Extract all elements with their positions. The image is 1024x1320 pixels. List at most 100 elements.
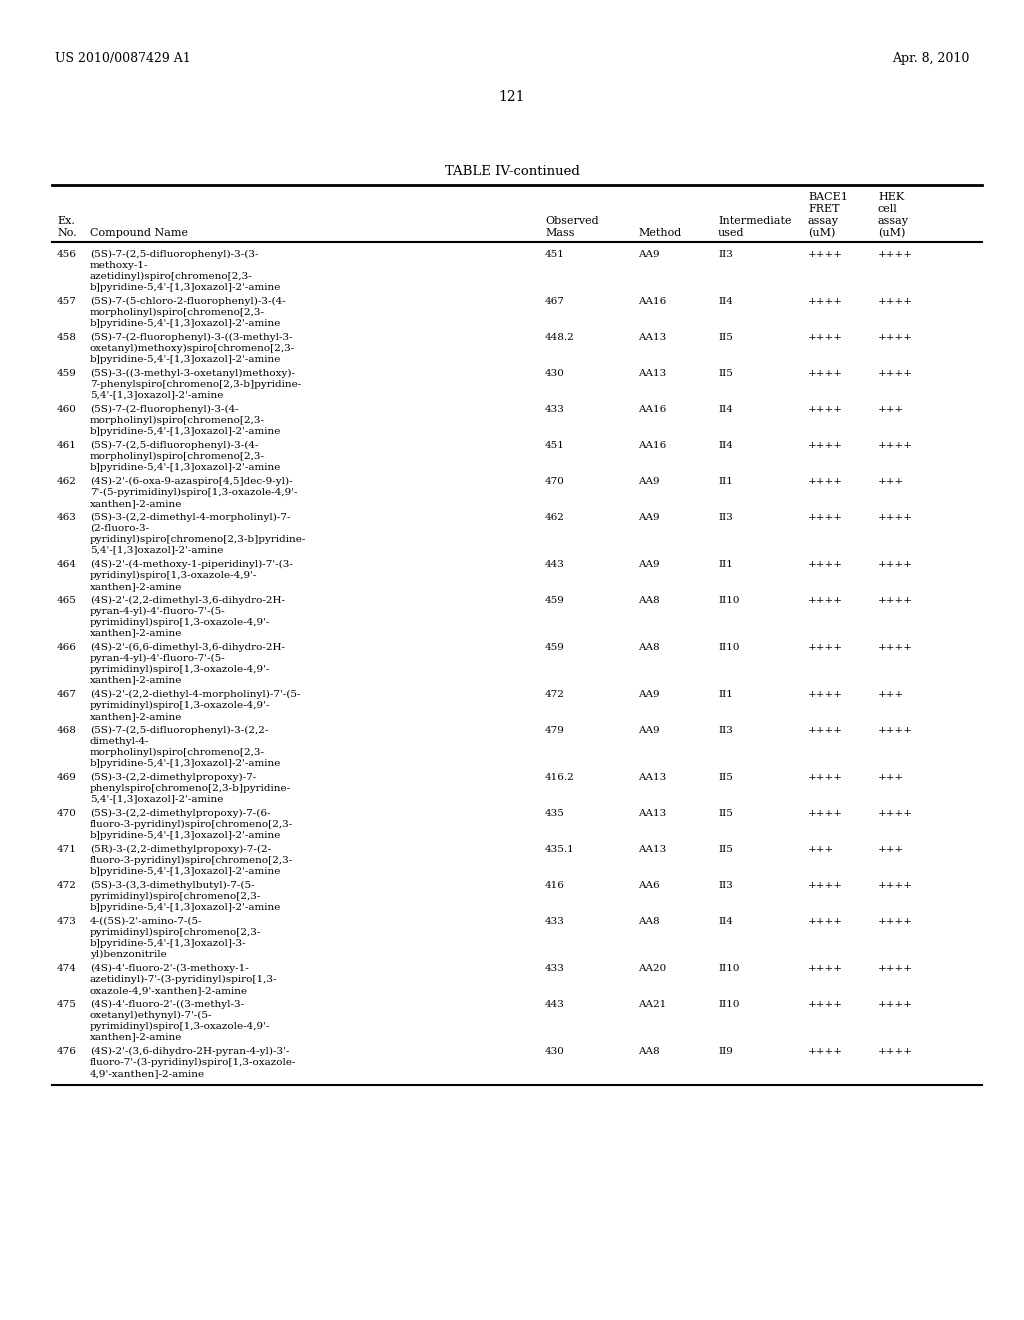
Text: 416: 416 [545, 880, 565, 890]
Text: Observed: Observed [545, 216, 599, 226]
Text: FRET: FRET [808, 205, 840, 214]
Text: 443: 443 [545, 560, 565, 569]
Text: 435: 435 [545, 809, 565, 818]
Text: II4: II4 [718, 917, 733, 927]
Text: +++: +++ [878, 477, 904, 486]
Text: II1: II1 [718, 690, 733, 700]
Text: 466: 466 [57, 643, 77, 652]
Text: (4S)-2'-(6,6-dimethyl-3,6-dihydro-2H-
pyran-4-yl)-4'-fluoro-7'-(5-
pyrimidinyl)s: (4S)-2'-(6,6-dimethyl-3,6-dihydro-2H- py… [90, 643, 285, 685]
Text: 430: 430 [545, 370, 565, 378]
Text: 475: 475 [57, 1001, 77, 1008]
Text: AA13: AA13 [638, 845, 667, 854]
Text: ++++: ++++ [878, 513, 913, 521]
Text: 458: 458 [57, 333, 77, 342]
Text: (4S)-2'-(6-oxa-9-azaspiro[4,5]dec-9-yl)-
7'-(5-pyrimidinyl)spiro[1,3-oxazole-4,9: (4S)-2'-(6-oxa-9-azaspiro[4,5]dec-9-yl)-… [90, 477, 298, 508]
Text: 430: 430 [545, 1047, 565, 1056]
Text: 456: 456 [57, 249, 77, 259]
Text: Mass: Mass [545, 228, 574, 238]
Text: ++++: ++++ [878, 880, 913, 890]
Text: (5S)-7-(5-chloro-2-fluorophenyl)-3-(4-
morpholinyl)spiro[chromeno[2,3-
b]pyridin: (5S)-7-(5-chloro-2-fluorophenyl)-3-(4- m… [90, 297, 286, 327]
Text: assay: assay [808, 216, 839, 226]
Text: ++++: ++++ [808, 597, 843, 605]
Text: (5S)-3-((3-methyl-3-oxetanyl)methoxy)-
7-phenylspiro[chromeno[2,3-b]pyridine-
5,: (5S)-3-((3-methyl-3-oxetanyl)methoxy)- 7… [90, 370, 301, 400]
Text: II10: II10 [718, 964, 739, 973]
Text: (5S)-3-(2,2-dimethylpropoxy)-7-
phenylspiro[chromeno[2,3-b]pyridine-
5,4'-[1,3]o: (5S)-3-(2,2-dimethylpropoxy)-7- phenylsp… [90, 774, 291, 804]
Text: (4S)-4'-fluoro-2'-((3-methyl-3-
oxetanyl)ethynyl)-7'-(5-
pyrimidinyl)spiro[1,3-o: (4S)-4'-fluoro-2'-((3-methyl-3- oxetanyl… [90, 1001, 270, 1041]
Text: II4: II4 [718, 297, 733, 306]
Text: II10: II10 [718, 1001, 739, 1008]
Text: 459: 459 [57, 370, 77, 378]
Text: ++++: ++++ [808, 643, 843, 652]
Text: ++++: ++++ [878, 726, 913, 735]
Text: (4S)-2'-(4-methoxy-1-piperidinyl)-7'-(3-
pyridinyl)spiro[1,3-oxazole-4,9'-
xanth: (4S)-2'-(4-methoxy-1-piperidinyl)-7'-(3-… [90, 560, 293, 591]
Text: (5S)-3-(2,2-dimethylpropoxy)-7-(6-
fluoro-3-pyridinyl)spiro[chromeno[2,3-
b]pyri: (5S)-3-(2,2-dimethylpropoxy)-7-(6- fluor… [90, 809, 293, 840]
Text: 470: 470 [545, 477, 565, 486]
Text: ++++: ++++ [878, 643, 913, 652]
Text: 472: 472 [545, 690, 565, 700]
Text: ++++: ++++ [878, 441, 913, 450]
Text: AA8: AA8 [638, 1047, 659, 1056]
Text: ++++: ++++ [878, 964, 913, 973]
Text: (5S)-3-(2,2-dimethyl-4-morpholinyl)-7-
(2-fluoro-3-
pyridinyl)spiro[chromeno[2,3: (5S)-3-(2,2-dimethyl-4-morpholinyl)-7- (… [90, 513, 306, 554]
Text: AA8: AA8 [638, 597, 659, 605]
Text: 473: 473 [57, 917, 77, 927]
Text: ++++: ++++ [808, 560, 843, 569]
Text: 462: 462 [545, 513, 565, 521]
Text: ++++: ++++ [878, 560, 913, 569]
Text: II5: II5 [718, 809, 733, 818]
Text: 433: 433 [545, 917, 565, 927]
Text: AA8: AA8 [638, 917, 659, 927]
Text: 433: 433 [545, 405, 565, 414]
Text: 451: 451 [545, 441, 565, 450]
Text: 461: 461 [57, 441, 77, 450]
Text: II10: II10 [718, 597, 739, 605]
Text: US 2010/0087429 A1: US 2010/0087429 A1 [55, 51, 190, 65]
Text: Ex.: Ex. [57, 216, 75, 226]
Text: (5S)-7-(2,5-difluorophenyl)-3-(4-
morpholinyl)spiro[chromeno[2,3-
b]pyridine-5,4: (5S)-7-(2,5-difluorophenyl)-3-(4- morpho… [90, 441, 282, 471]
Text: 463: 463 [57, 513, 77, 521]
Text: AA20: AA20 [638, 964, 667, 973]
Text: 121: 121 [499, 90, 525, 104]
Text: ++++: ++++ [808, 917, 843, 927]
Text: 474: 474 [57, 964, 77, 973]
Text: +++: +++ [878, 774, 904, 781]
Text: 476: 476 [57, 1047, 77, 1056]
Text: (4S)-2'-(3,6-dihydro-2H-pyran-4-yl)-3'-
fluoro-7'-(3-pyridinyl)spiro[1,3-oxazole: (4S)-2'-(3,6-dihydro-2H-pyran-4-yl)-3'- … [90, 1047, 297, 1078]
Text: AA9: AA9 [638, 726, 659, 735]
Text: ++++: ++++ [808, 809, 843, 818]
Text: ++++: ++++ [808, 513, 843, 521]
Text: AA16: AA16 [638, 405, 667, 414]
Text: ++++: ++++ [878, 1001, 913, 1008]
Text: cell: cell [878, 205, 898, 214]
Text: II5: II5 [718, 370, 733, 378]
Text: AA13: AA13 [638, 809, 667, 818]
Text: +++: +++ [808, 845, 835, 854]
Text: 451: 451 [545, 249, 565, 259]
Text: ++++: ++++ [808, 774, 843, 781]
Text: AA21: AA21 [638, 1001, 667, 1008]
Text: 467: 467 [57, 690, 77, 700]
Text: 460: 460 [57, 405, 77, 414]
Text: 416.2: 416.2 [545, 774, 574, 781]
Text: ++++: ++++ [808, 477, 843, 486]
Text: 464: 464 [57, 560, 77, 569]
Text: II3: II3 [718, 249, 733, 259]
Text: ++++: ++++ [808, 880, 843, 890]
Text: AA13: AA13 [638, 333, 667, 342]
Text: II4: II4 [718, 405, 733, 414]
Text: AA8: AA8 [638, 643, 659, 652]
Text: 479: 479 [545, 726, 565, 735]
Text: II4: II4 [718, 441, 733, 450]
Text: II10: II10 [718, 643, 739, 652]
Text: ++++: ++++ [808, 964, 843, 973]
Text: ++++: ++++ [808, 726, 843, 735]
Text: ++++: ++++ [878, 917, 913, 927]
Text: 465: 465 [57, 597, 77, 605]
Text: 467: 467 [545, 297, 565, 306]
Text: 435.1: 435.1 [545, 845, 574, 854]
Text: used: used [718, 228, 744, 238]
Text: ++++: ++++ [808, 370, 843, 378]
Text: Compound Name: Compound Name [90, 228, 188, 238]
Text: HEK: HEK [878, 191, 904, 202]
Text: II1: II1 [718, 560, 733, 569]
